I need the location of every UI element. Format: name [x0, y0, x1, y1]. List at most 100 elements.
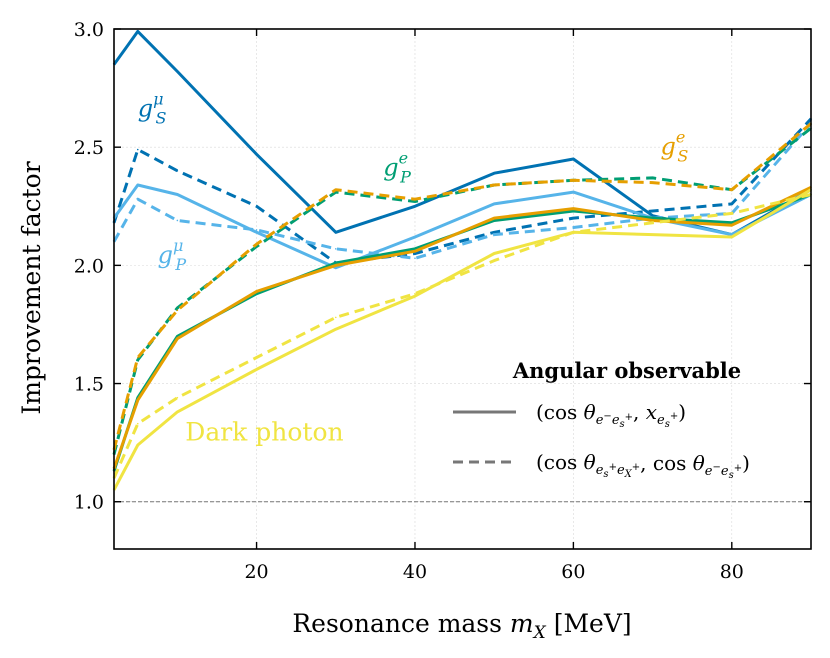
data-point-dark-photon-cos-cos-30 — [334, 316, 337, 319]
data-point-g-p-e-cos-cos-10 — [176, 307, 179, 309]
legend-entry-dashed: (cos θes+eX+, cos θe−es+) — [536, 450, 750, 481]
x-axis-label: Resonance mass mX [MeV] — [292, 609, 631, 643]
annotation-gPmu: gμ P — [158, 236, 187, 274]
data-point-g-s-e-cos-cos-50 — [493, 184, 495, 186]
data-point-g-p-mu-cos-x-40 — [414, 236, 416, 238]
data-point-dark-photon-cos-x-30 — [334, 328, 337, 330]
series-line-g-p-e-cos-cos — [112, 127, 812, 455]
data-point-g-p-mu-cos-x-30 — [334, 266, 337, 269]
annotation-dark: Dark photon — [185, 417, 343, 446]
data-point-dark-photon-cos-cos-80 — [730, 212, 733, 215]
data-point-g-p-mu-cos-cos-50 — [493, 233, 495, 236]
data-point-dark-photon-cos-x-20 — [255, 368, 258, 371]
data-point-g-s-e-cos-cos-60 — [572, 179, 575, 182]
data-point-g-s-e-cos-x-20 — [255, 290, 258, 293]
x-tick-label-80: 80 — [720, 561, 744, 583]
data-point-g-p-e-cos-x-70 — [651, 217, 654, 219]
data-point-g-s-e-cos-x-10 — [176, 337, 179, 340]
data-point-g-s-mu-cos-x-5 — [136, 30, 139, 33]
data-point-g-p-e-cos-x-80 — [730, 222, 733, 224]
data-point-g-s-mu-cos-cos-20 — [255, 205, 258, 208]
data-point-g-s-e-cos-x-30 — [334, 264, 337, 267]
data-point-dark-photon-cos-x-70 — [651, 233, 654, 236]
legend-title: Angular observable — [512, 358, 741, 383]
data-point-g-s-e-cos-x-5 — [136, 399, 139, 401]
plot-frame — [113, 28, 812, 550]
annotation-gSmu: gμ S — [138, 89, 167, 127]
data-point-g-p-e-cos-x-50 — [493, 219, 495, 222]
data-point-g-s-e-cos-cos-70 — [651, 181, 654, 184]
data-point-dark-photon-cos-cos-5 — [136, 422, 139, 425]
data-point-g-s-e-cos-cos-20 — [255, 243, 258, 245]
data-point-g-s-e-cos-cos-5 — [136, 356, 139, 359]
data-point-dark-photon-cos-cos-10 — [176, 396, 179, 399]
y-tick-label-1: 1.0 — [74, 492, 104, 514]
x-tick-label-60: 60 — [561, 561, 585, 583]
series-line-g-s-e-cos-cos — [112, 122, 812, 451]
data-point-g-p-e-cos-cos-40 — [414, 200, 416, 203]
data-point-g-s-e-cos-cos-10 — [176, 309, 179, 312]
data-point-g-s-mu-cos-cos-50 — [493, 231, 495, 234]
x-tick-label-40: 40 — [403, 561, 427, 583]
series-line-dark-photon-cos-cos — [112, 193, 812, 479]
data-point-g-s-mu-cos-cos-70 — [651, 210, 654, 212]
series-g-s-mu-cos-x — [112, 29, 812, 237]
data-point-g-s-e-cos-cos-40 — [414, 198, 416, 200]
data-point-g-s-e-cos-cos-80 — [730, 188, 733, 191]
data-point-g-s-mu-cos-cos-40 — [414, 252, 416, 255]
data-point-g-s-mu-cos-cos-60 — [572, 217, 575, 219]
data-point-g-s-mu-cos-x-20 — [255, 153, 258, 156]
annotation-gPe: ge P — [383, 149, 411, 187]
y-tick-label-2: 2.0 — [74, 255, 104, 277]
data-point-dark-photon-cos-cos-20 — [255, 356, 258, 359]
data-point-dark-photon-cos-cos-60 — [572, 231, 575, 234]
data-point-g-p-e-cos-x-40 — [414, 248, 416, 250]
data-point-dark-photon-cos-x-5 — [136, 444, 139, 446]
series-line-g-s-mu-cos-x — [112, 29, 812, 237]
x-tick-label-20: 20 — [244, 561, 268, 583]
y-axis-label: Improvement factor — [17, 161, 46, 414]
data-point-g-s-mu-cos-x-70 — [651, 214, 654, 217]
data-point-g-s-mu-cos-cos-80 — [730, 203, 733, 205]
data-point-g-p-mu-cos-cos-5 — [136, 198, 139, 200]
data-point-g-s-e-cos-x-80 — [730, 224, 733, 226]
data-point-dark-photon-cos-x-50 — [493, 252, 495, 255]
data-point-g-s-mu-cos-x-30 — [334, 231, 337, 234]
series-group — [112, 29, 813, 491]
series-g-p-e-cos-cos — [112, 127, 812, 456]
data-point-g-s-mu-cos-cos-10 — [176, 170, 179, 172]
data-point-g-s-e-cos-x-70 — [651, 219, 654, 222]
series-g-s-e-cos-cos — [112, 122, 812, 451]
ticks: 20 40 60 80 1.0 1.5 2.0 2.5 3.0 — [74, 19, 811, 583]
data-point-dark-photon-cos-x-10 — [176, 411, 179, 413]
data-point-g-s-mu-cos-x-40 — [414, 205, 416, 208]
data-point-g-s-e-cos-x-60 — [572, 207, 575, 210]
data-point-g-s-e-cos-x-40 — [414, 250, 416, 252]
data-point-g-s-mu-cos-x-10 — [176, 70, 179, 73]
data-point-g-p-e-cos-x-30 — [334, 262, 337, 264]
data-point-g-p-e-cos-x-60 — [572, 210, 575, 212]
data-point-g-p-mu-cos-x-50 — [493, 203, 495, 205]
legend: Angular observable (cos θe−es+, xes+) (c… — [453, 358, 750, 481]
data-point-dark-photon-cos-cos-50 — [493, 259, 495, 262]
data-point-g-p-mu-cos-x-5 — [136, 184, 139, 186]
data-point-g-p-mu-cos-cos-60 — [572, 226, 575, 229]
data-point-g-s-e-cos-x-50 — [493, 217, 495, 219]
data-point-g-p-mu-cos-cos-20 — [255, 229, 258, 231]
data-point-dark-photon-cos-cos-40 — [414, 292, 416, 295]
data-point-g-p-mu-cos-x-10 — [176, 193, 179, 196]
data-point-g-p-mu-cos-cos-40 — [414, 257, 416, 260]
data-point-g-p-e-cos-cos-5 — [136, 359, 139, 361]
data-point-g-s-e-cos-cos-30 — [334, 188, 337, 191]
data-point-g-p-mu-cos-x-60 — [572, 191, 575, 193]
data-point-g-p-mu-cos-cos-30 — [334, 248, 337, 250]
y-tick-label-3: 3.0 — [74, 19, 104, 41]
data-point-dark-photon-cos-cos-70 — [651, 222, 654, 224]
data-point-dark-photon-cos-x-80 — [730, 236, 733, 238]
y-tick-label-1.5: 1.5 — [74, 374, 104, 396]
y-tick-label-2.5: 2.5 — [74, 137, 104, 159]
data-point-g-s-mu-cos-cos-5 — [136, 148, 139, 151]
annotation-gSe: ge S — [661, 127, 689, 165]
data-point-g-p-mu-cos-cos-10 — [176, 219, 179, 222]
